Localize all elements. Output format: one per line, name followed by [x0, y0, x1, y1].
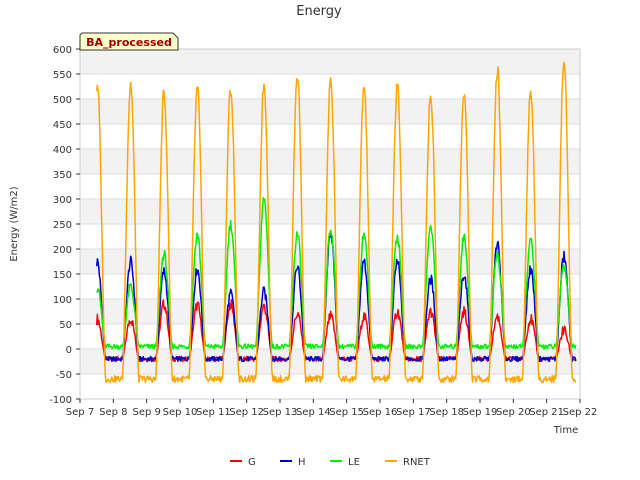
series-line-g	[95, 298, 577, 363]
y-tick-label: 600	[53, 45, 72, 56]
x-tick-label: Sep 15	[329, 407, 364, 418]
y-tick-label: 450	[53, 120, 72, 131]
x-tick-label: Sep 19	[463, 407, 498, 418]
plot-band	[80, 49, 580, 74]
series-line-rnet	[95, 61, 577, 384]
x-tick-label: Sep 9	[132, 407, 160, 418]
x-tick-label: Sep 22	[563, 407, 598, 418]
badge: BA_processed	[79, 32, 179, 51]
legend-label-le: LE	[348, 457, 360, 468]
plot-band	[80, 374, 580, 399]
plot-band	[80, 324, 580, 349]
y-tick-label: 400	[53, 145, 72, 156]
plot-band	[80, 349, 580, 374]
y-tick-label: -50	[56, 370, 72, 381]
x-tick-label: Sep 17	[396, 407, 431, 418]
plot-band	[80, 249, 580, 274]
plot-band	[80, 149, 580, 174]
x-tick-label: Sep 16	[363, 407, 398, 418]
legend-label-g: G	[248, 457, 256, 468]
badge-box	[79, 32, 179, 51]
y-axis-ticks: -100 -50 0 50 100 150 200 250 300 350 400 450 500 550…	[49, 45, 80, 406]
x-tick-label: Sep 7	[66, 407, 94, 418]
badge-label: BA_processed	[86, 36, 172, 49]
chart-title: Energy	[296, 4, 342, 19]
x-tick-label: Sep 8	[99, 407, 127, 418]
plot-band	[80, 99, 580, 124]
y-tick-label: 300	[53, 195, 72, 206]
plot-band	[80, 274, 580, 299]
x-tick-label: Sep 21	[529, 407, 564, 418]
x-tick-label: Sep 11	[196, 407, 231, 418]
x-tick-label: Sep 18	[429, 407, 464, 418]
y-tick-label: 500	[53, 95, 72, 106]
y-tick-label: 550	[53, 70, 72, 81]
legend-label-rnet: RNET	[403, 457, 431, 468]
x-tick-label: Sep 10	[163, 407, 198, 418]
y-axis-label: Energy (W/m2)	[9, 186, 20, 261]
legend: G H LE RNET	[230, 457, 431, 468]
x-tick-label: Sep 20	[496, 407, 531, 418]
plot-band	[80, 174, 580, 199]
y-tick-label: 150	[53, 270, 72, 281]
y-tick-label: 350	[53, 170, 72, 181]
legend-label-h: H	[298, 457, 306, 468]
y-tick-label: 50	[59, 320, 72, 331]
y-tick-label: 100	[53, 295, 72, 306]
plot-band	[80, 124, 580, 149]
series-layer	[95, 61, 577, 384]
x-tick-label: Sep 13	[263, 407, 298, 418]
y-tick-label: 250	[53, 220, 72, 231]
y-tick-label: 200	[53, 245, 72, 256]
plot-band	[80, 199, 580, 224]
x-axis-label: Time	[553, 425, 578, 436]
plot-bands	[80, 49, 580, 399]
y-tick-label: -100	[49, 395, 72, 406]
x-tick-label: Sep 12	[229, 407, 264, 418]
x-tick-label: Sep 14	[296, 407, 331, 418]
y-tick-label: 0	[66, 345, 72, 356]
